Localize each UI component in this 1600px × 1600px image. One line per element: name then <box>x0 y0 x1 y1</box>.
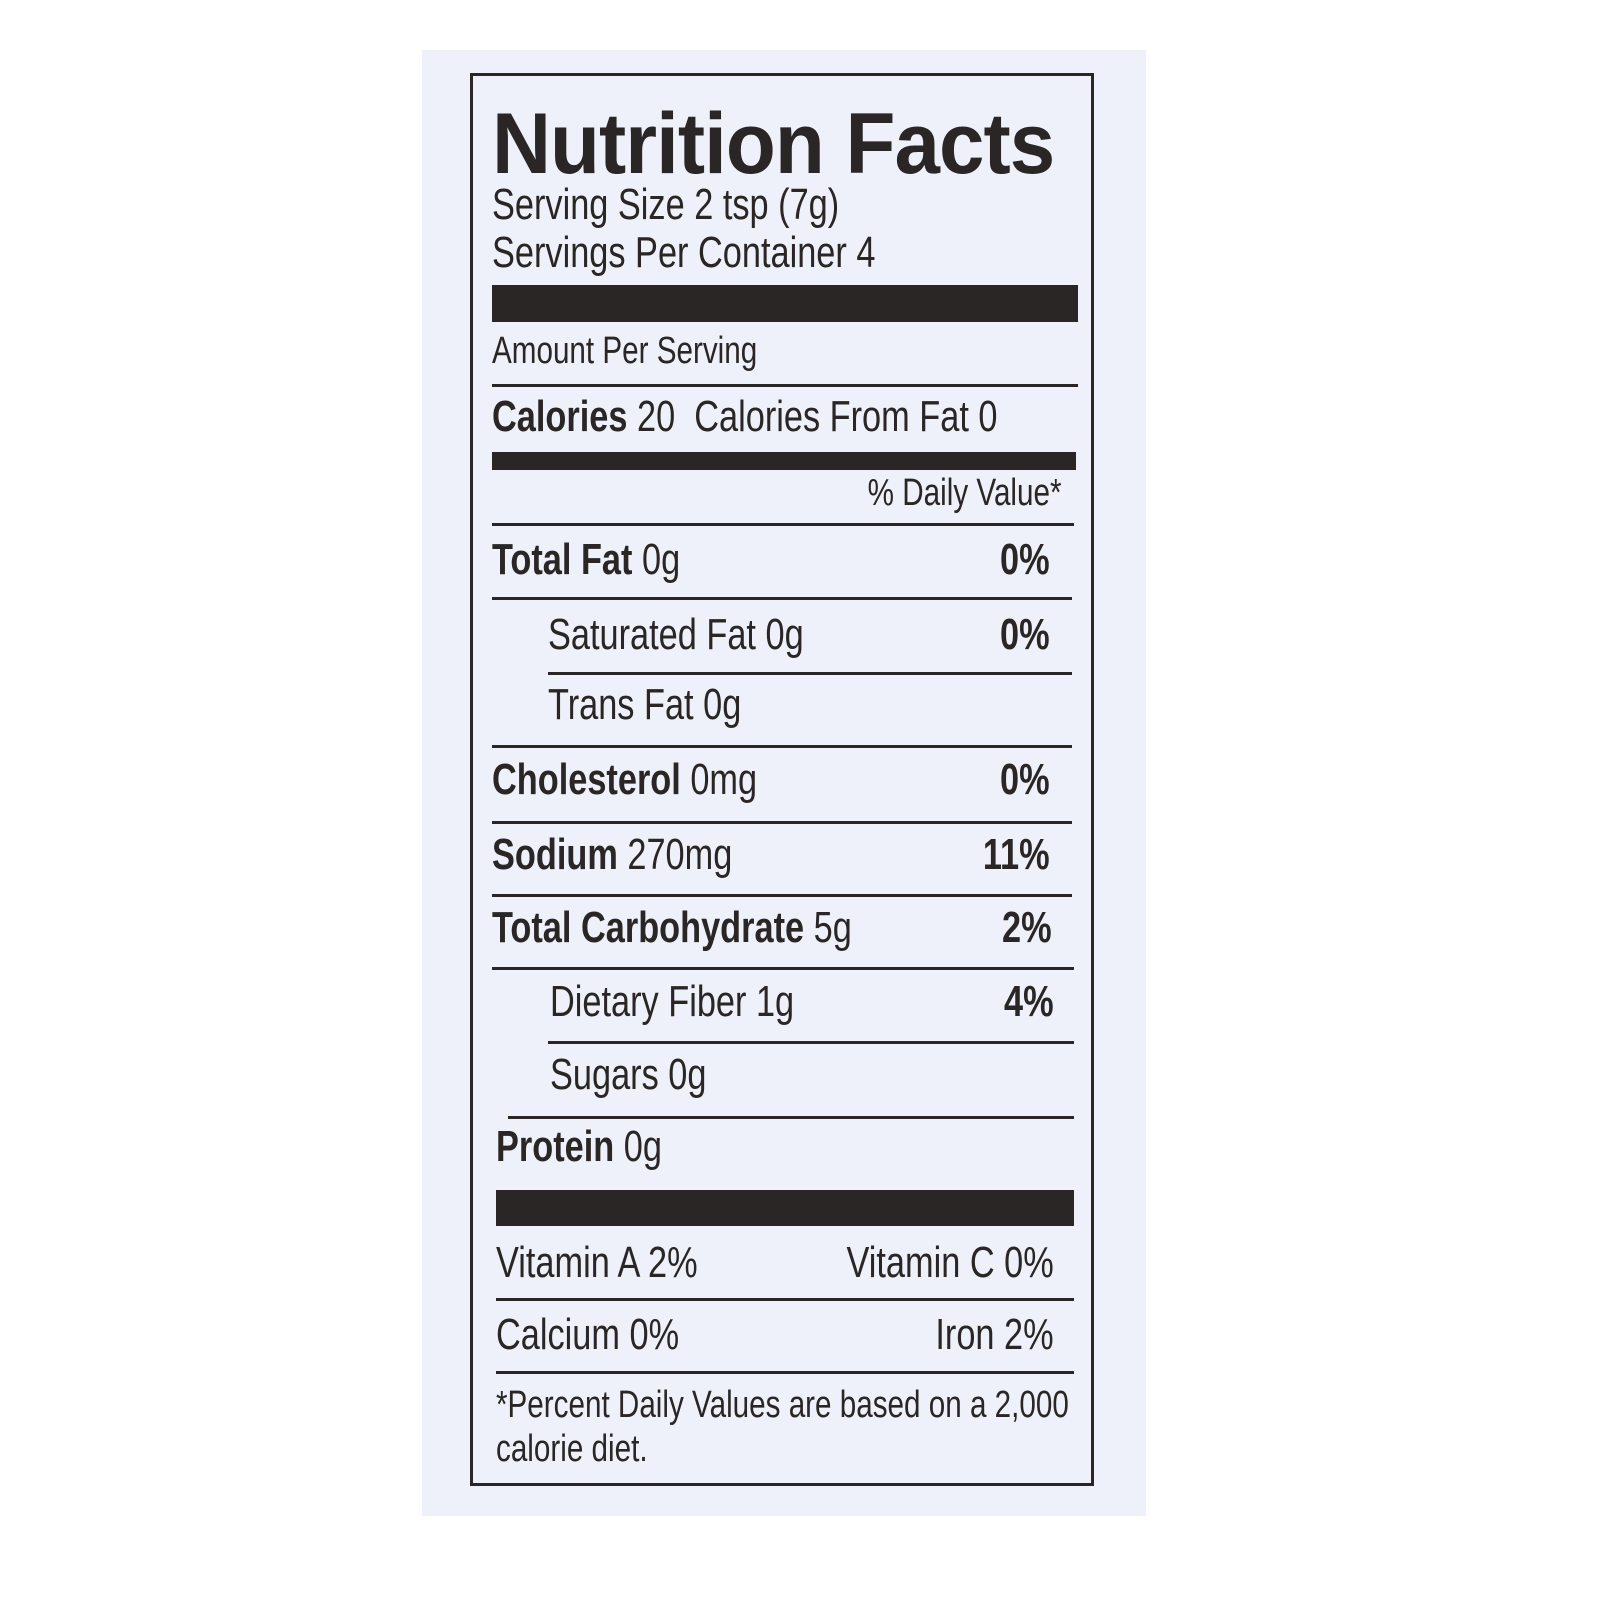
nutrient-row-sugars: Sugars 0g <box>550 1050 707 1099</box>
divider <box>492 384 1078 387</box>
nutrient-row-sodium: Sodium 270mg 11% <box>492 830 1050 879</box>
thick-divider <box>496 1190 1074 1226</box>
calories-from-fat: Calories From Fat 0 <box>694 392 998 441</box>
nutrient-row-cholesterol: Cholesterol 0mg 0% <box>492 755 1050 804</box>
amount-per-serving: Amount Per Serving <box>492 330 758 372</box>
nutrient-row-total-fat: Total Fat 0g 0% <box>492 535 1050 584</box>
footnote: calorie diet. <box>496 1428 648 1470</box>
nutrient-row-saturated-fat: Saturated Fat 0g 0% <box>548 610 1050 659</box>
dv-value: 4% <box>1004 977 1054 1026</box>
nutrition-facts-box <box>470 73 1094 1486</box>
serving-size: Serving Size 2 tsp (7g) <box>492 180 840 229</box>
medium-divider <box>492 452 1076 470</box>
divider <box>492 523 1074 526</box>
dv-value: 0% <box>1000 755 1050 804</box>
footnote: *Percent Daily Values are based on a 2,0… <box>496 1384 1069 1426</box>
nutrient-row-trans-fat: Trans Fat 0g <box>548 680 742 729</box>
calories-label: Calories <box>492 392 628 441</box>
daily-value-header: % Daily Value* <box>868 472 1062 514</box>
calories-value: 20 <box>636 392 676 441</box>
dv-value: 2% <box>1002 903 1052 952</box>
nutrient-row-protein: Protein 0g <box>496 1122 662 1171</box>
nutrient-row-total-carbohydrate: Total Carbohydrate 5g 2% <box>492 903 1052 952</box>
vitamin-row: Calcium 0% Iron 2% <box>496 1310 1054 1359</box>
dv-value: 11% <box>983 830 1050 879</box>
nutrient-row-dietary-fiber: Dietary Fiber 1g 4% <box>550 977 1054 1026</box>
label-title: Nutrition Facts <box>492 96 1055 192</box>
dv-value: 0% <box>1000 535 1050 584</box>
dv-value: 0% <box>1000 610 1050 659</box>
calories-row: Calories 20 Calories From Fat 0 <box>492 392 997 442</box>
vitamin-row: Vitamin A 2% Vitamin C 0% <box>496 1238 1054 1287</box>
servings-per-container: Servings Per Container 4 <box>492 228 876 277</box>
thick-divider <box>492 285 1078 322</box>
